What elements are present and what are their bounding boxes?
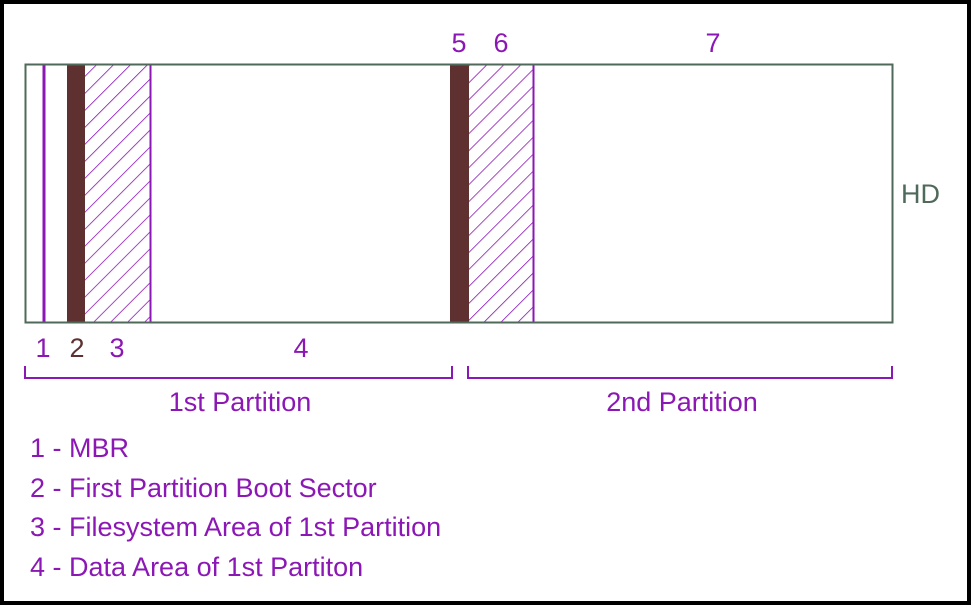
segment-1-number: 1 (35, 333, 51, 363)
segment-3-filesystem-area (85, 65, 151, 322)
diagram-frame: 5 6 7 HD 1 2 3 4 1st Partition 2nd Parti… (4, 4, 967, 601)
disk-layout-svg (24, 63, 894, 379)
segment-5-boot-sector (450, 64, 469, 323)
partition-1-label: 1st Partition (168, 387, 312, 417)
segment-5-number: 5 (451, 28, 467, 58)
segment-4-number: 4 (293, 333, 309, 363)
disk-outline (24, 63, 894, 324)
disk-label: HD (901, 179, 940, 209)
legend-item-filesystem-area: 3 - Filesystem Area of 1st Partition (30, 512, 442, 542)
partition-2-label: 2nd Partition (606, 387, 758, 417)
segment-2-boot-sector (67, 64, 85, 323)
partition-2-bracket (467, 366, 893, 379)
legend-item-data-area: 4 - Data Area of 1st Partiton (30, 552, 364, 582)
segment-7-number: 7 (705, 28, 721, 58)
segment-6-filesystem-area (469, 65, 534, 322)
partition-1-bracket (24, 366, 453, 379)
segment-3-number: 3 (109, 333, 125, 363)
segment-2-number: 2 (69, 333, 85, 363)
legend-item-mbr: 1 - MBR (30, 433, 130, 463)
segment-6-number: 6 (493, 28, 509, 58)
legend-item-boot-sector: 2 - First Partition Boot Sector (30, 473, 377, 503)
